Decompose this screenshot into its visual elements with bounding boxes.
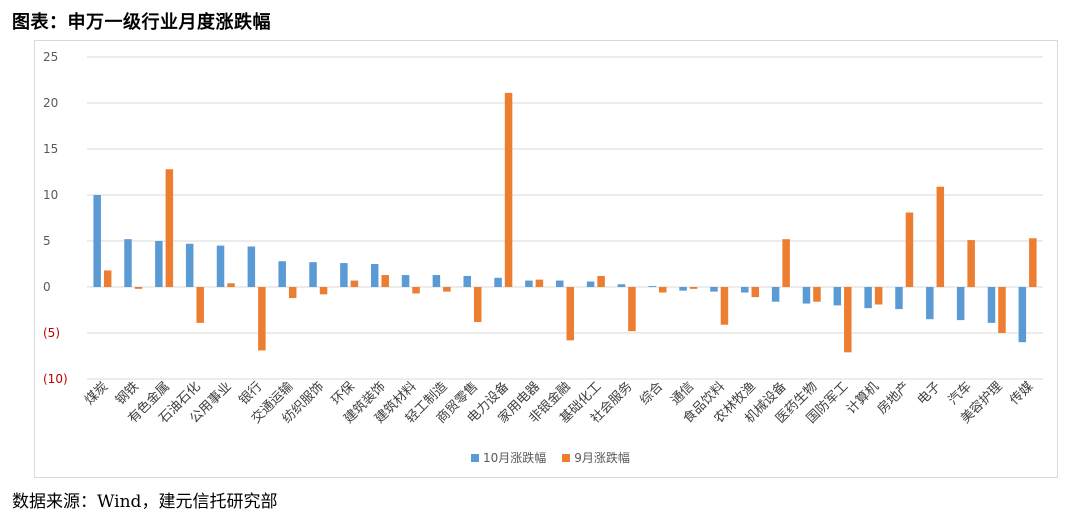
bar-sep [597,275,605,287]
bar-oct [710,287,718,292]
bar-oct [771,287,780,302]
bar-oct [494,277,502,287]
bar-sep [504,92,513,287]
bar-oct [124,239,132,287]
y-tick-label: (10) [43,372,68,386]
legend-item-oct: 10月涨跌幅 [471,449,546,466]
bar-sep [689,287,698,289]
y-tick-label: (5) [43,326,60,340]
bar-oct [617,284,626,287]
bar-sep [381,275,389,287]
bar-sep [288,287,297,299]
x-tick-label: 计算机 [844,379,882,417]
bar-sep [103,270,112,287]
bar-sep [874,287,883,305]
bar-sep [566,287,574,341]
bar-oct [93,195,101,287]
bar-oct [864,287,872,309]
y-tick-label: 20 [43,96,58,110]
bar-sep [227,283,235,287]
x-tick-label: 综合 [637,379,666,408]
bar-oct [802,287,811,304]
bar-oct [278,261,286,287]
bar-oct [586,281,595,287]
bar-sep [1029,238,1037,287]
source-note: 数据来源：Wind，建元信托研究部 [12,492,278,512]
x-tick-label: 房地产 [874,379,913,418]
bar-sep [720,287,729,325]
bar-sep [165,169,174,287]
bar-oct [432,275,441,287]
y-tick-label: 5 [43,234,51,248]
bar-sep [412,287,420,294]
bar-oct [216,245,225,287]
bar-oct [463,275,471,287]
bar-sep [659,287,667,293]
bar-sep [936,186,945,287]
bar-oct [648,286,657,287]
bar-sep [998,287,1006,333]
bar-oct [185,243,194,287]
chart-legend: 10月涨跌幅 9月涨跌幅 [471,449,630,466]
legend-swatch-oct [471,453,479,462]
bar-sep [813,287,821,302]
bar-sep [350,280,359,287]
legend-swatch-sep [562,453,571,462]
bar-sep [134,287,143,289]
bar-oct [401,275,410,287]
legend-label-sep: 9月涨跌幅 [574,451,630,465]
bar-sep [473,287,482,322]
bar-sep [443,287,451,292]
bar-oct [926,287,934,320]
legend-label-oct: 10月涨跌幅 [483,451,547,465]
bar-oct [247,246,256,287]
bar-sep [751,287,760,298]
bar-sep [967,240,975,287]
bar-oct [895,287,903,310]
bar-sep [905,212,914,287]
bar-sep [319,287,328,295]
bar-sep [196,287,204,323]
y-tick-label: 10 [43,188,58,202]
bar-oct [987,287,996,323]
bar-oct [556,280,564,287]
bar-oct [525,280,533,287]
bar-oct [340,263,348,287]
legend-item-sep: 9月涨跌幅 [562,449,630,466]
y-tick-label: 15 [43,142,58,156]
chart-frame: 25 20 15 10 5 0 (5) (10) 煤炭 钢铁 有色金属 石油石化 公用事业 银行 交通运输纺… [34,40,1058,478]
bar-oct [833,287,842,306]
bar-oct [309,262,317,287]
bar-sep [782,239,790,287]
bar-oct [956,287,965,321]
bar-oct [741,287,749,293]
bar-sep [258,287,266,351]
y-tick-label: 0 [43,280,51,294]
x-tick-label: 煤炭 [82,379,111,408]
bar-oct [679,287,687,291]
page-title: 图表：申万一级行业月度涨跌幅 [12,12,271,33]
bar-oct [370,264,379,287]
bar-sep [844,287,852,353]
bar-oct [1018,287,1027,343]
bar-sep [535,279,544,287]
x-tick-label: 传媒 [1007,379,1036,408]
y-tick-label: 25 [43,50,58,64]
x-tick-label: 电子 [915,379,944,408]
bar-oct [155,241,163,287]
bar-sep [628,287,636,332]
